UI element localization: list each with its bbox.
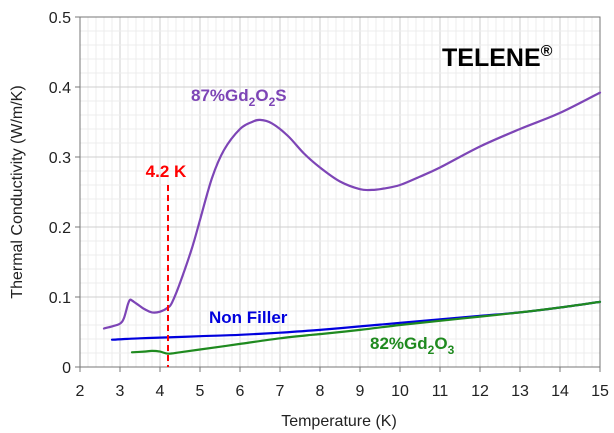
y-tick-label: 0.5 <box>49 10 71 27</box>
series-label-non-filler: Non Filler <box>209 308 288 327</box>
x-tick-label: 6 <box>236 383 245 400</box>
x-tick-label: 4 <box>156 383 165 400</box>
annotation-4k-label: 4.2 K <box>146 162 187 181</box>
y-axis-title: Thermal Conductivity (W/m/K) <box>9 85 26 298</box>
y-tick-label: 0.1 <box>49 290 71 307</box>
x-tick-label: 10 <box>391 383 409 400</box>
x-tick-label: 8 <box>316 383 325 400</box>
brand-name: TELENE <box>442 44 541 72</box>
brand-title: TELENE® <box>442 43 553 72</box>
x-tick-label: 15 <box>591 383 609 400</box>
series-label-gd2o2s: 87%Gd2O2S <box>191 86 287 109</box>
x-tick-label: 9 <box>356 383 365 400</box>
axis-ticks: 2 3 4 5 6 7 8 9 10 11 12 13 14 15 0 0.1 0.2 0.3 0.4 0.5 <box>49 10 609 400</box>
x-tick-label: 7 <box>276 383 285 400</box>
x-tick-label: 12 <box>471 383 489 400</box>
series-label-gd2o3: 82%Gd2O3 <box>370 334 455 357</box>
x-tick-label: 11 <box>432 383 449 400</box>
series-line-gd2o3 <box>130 300 602 355</box>
y-tick-label: 0.3 <box>49 150 71 167</box>
series-line-gd2o2s <box>102 91 602 330</box>
y-tick-label: 0 <box>62 360 71 377</box>
x-tick-label: 14 <box>551 383 569 400</box>
x-tick-label: 2 <box>76 383 85 400</box>
plot-frame <box>79 16 601 368</box>
x-tick-label: 5 <box>196 383 205 400</box>
y-tick-label: 0.2 <box>49 220 71 237</box>
brand-registered-mark: ® <box>541 43 553 60</box>
x-tick-label: 13 <box>511 383 529 400</box>
x-axis-title: Temperature (K) <box>281 413 397 430</box>
series-lines <box>102 91 602 355</box>
y-tick-label: 0.4 <box>49 80 71 97</box>
x-tick-label: 3 <box>116 383 125 400</box>
